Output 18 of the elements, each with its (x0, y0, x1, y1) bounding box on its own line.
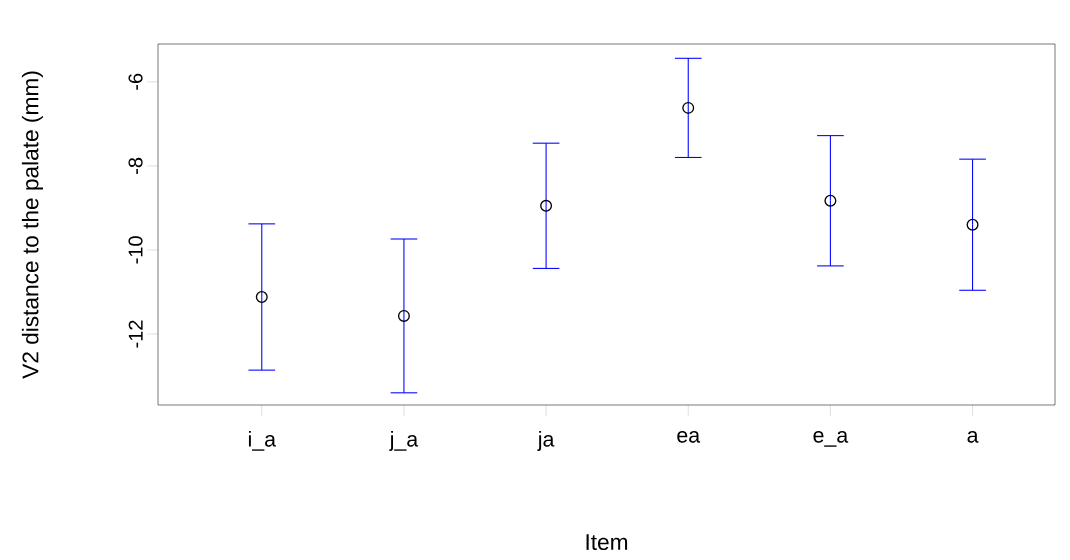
x-tick-label: j_a (389, 431, 419, 451)
x-axis-title: Item (586, 534, 628, 551)
point (397, 309, 410, 322)
y-tick-label: -8 (128, 157, 143, 174)
point (682, 101, 695, 114)
x-tick-label: ea (677, 431, 701, 443)
x-tick-label: ja (537, 431, 555, 451)
y-tick-label: -12 (128, 320, 143, 348)
point (255, 290, 268, 303)
point (540, 199, 553, 212)
point (966, 218, 979, 231)
y-tick-label: -10 (128, 236, 143, 264)
x-tick-label: e_a (813, 431, 849, 447)
y-axis-title: V2 distance to the palate (mm) (21, 71, 43, 379)
y-tick-label: -6 (128, 73, 143, 90)
x-tick-label: a (967, 431, 979, 443)
x-tick-label: i_a (248, 431, 276, 451)
point (824, 194, 837, 207)
